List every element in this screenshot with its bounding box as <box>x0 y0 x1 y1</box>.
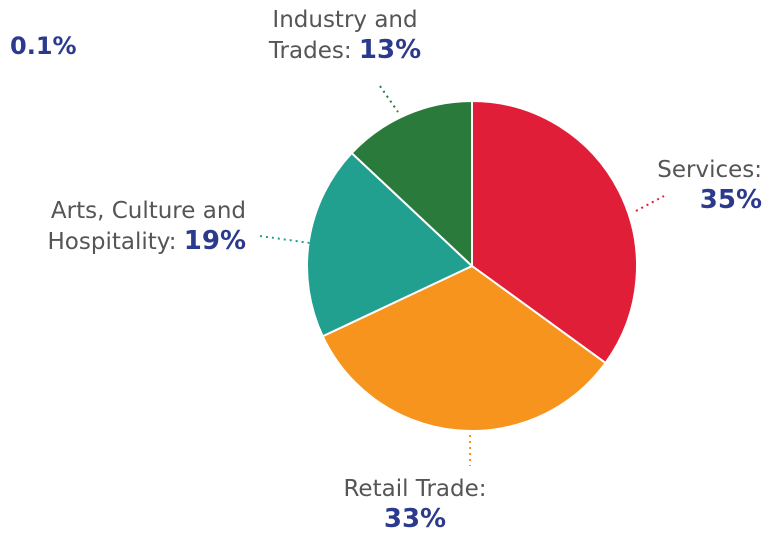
slice-label: Industry and Trades: 13% <box>250 5 440 66</box>
slice-label: Arts, Culture and Hospitality: 19% <box>8 196 246 257</box>
annotation: 0.1% <box>10 32 77 60</box>
category-label: Arts, Culture and Hospitality: <box>47 198 246 255</box>
slice-label: Retail Trade: 33% <box>330 474 500 535</box>
value-label: 19% <box>183 226 246 256</box>
value-label: 13% <box>358 35 422 65</box>
value-label: 35% <box>699 185 762 215</box>
pie-slice <box>471 99 638 365</box>
pie-slice <box>321 264 607 432</box>
category-label: Services: <box>657 157 762 183</box>
category-label: Industry and Trades: <box>268 7 418 64</box>
category-label: Retail Trade: <box>343 476 487 502</box>
leader-line <box>379 85 399 113</box>
leader-line <box>259 235 311 244</box>
value-label: 33% <box>383 504 447 534</box>
pie-slice <box>306 151 474 338</box>
slice-label: Services: 35% <box>637 155 762 216</box>
pie-slice <box>350 99 473 269</box>
